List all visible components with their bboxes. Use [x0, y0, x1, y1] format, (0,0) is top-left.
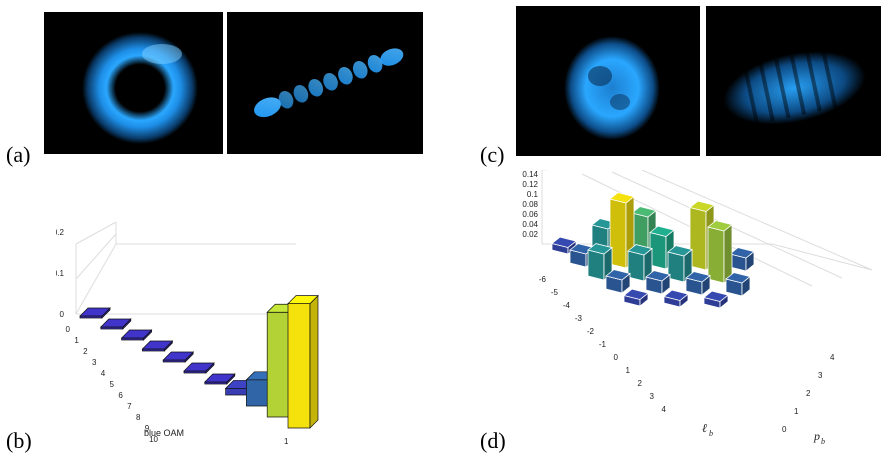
l-tick-label-d: 2 [638, 379, 643, 388]
panel-label-a: (a) [6, 142, 31, 167]
bar-d [725, 272, 751, 297]
grid-lines-b [75, 222, 296, 315]
l-tick-label-d: 1 [626, 366, 631, 375]
bar-d [707, 220, 733, 284]
donut-beam-image-a [44, 12, 223, 154]
bar-d [587, 243, 613, 281]
l-tick-label-d: -4 [563, 301, 571, 310]
fringe-beam-image-a [227, 12, 423, 154]
p-axis-label-d: p b [813, 429, 825, 446]
category-tick-label-b: 0 [66, 325, 71, 334]
x-axis-label-b: blue OAM [144, 428, 184, 438]
panel-label-b: (b) [6, 428, 32, 453]
z-tick-label-d: 0.04 [522, 220, 538, 229]
bar-b [79, 307, 111, 319]
secondary-tick-label-b: 1 [284, 437, 289, 446]
bar-d [729, 247, 755, 272]
category-tick-label-b: 6 [118, 391, 123, 400]
p-tick-label-d: 4 [830, 353, 835, 362]
p-tick-label-d: 3 [818, 371, 823, 380]
category-tick-label-b: 10 [149, 435, 158, 444]
panel-label-c: (c) [480, 142, 505, 167]
l-tick-label-d: -1 [599, 340, 607, 349]
bar-d [703, 290, 729, 309]
z-tick-label-d: 0.1 [527, 190, 539, 199]
l-tick-label-d: 0 [614, 353, 619, 362]
bar-d [605, 269, 631, 294]
bar-b [162, 351, 195, 363]
z-tick-label-b: 0 [60, 310, 65, 319]
category-tick-label-b: 3 [92, 358, 97, 367]
category-tick-label-b: 7 [127, 402, 132, 411]
bar-b [203, 373, 236, 385]
bar-d [685, 271, 711, 296]
category-tick-label-b: 2 [83, 347, 88, 356]
l-tick-label-d: -6 [539, 275, 547, 284]
svg-text:b: b [709, 429, 713, 438]
z-tick-label-d: 0.08 [522, 200, 538, 209]
fringe-beam-image-c [706, 6, 881, 156]
bar-d [645, 270, 671, 295]
svg-text:p: p [813, 429, 820, 443]
l-tick-label-d: -3 [575, 314, 583, 323]
category-tick-label-b: 4 [101, 369, 106, 378]
panel-label-d: (d) [480, 428, 506, 453]
z-tick-label-d: 0.14 [522, 170, 538, 179]
z-tick-label-b: 0.2 [56, 228, 65, 237]
category-tick-label-b: 9 [145, 424, 150, 433]
p-tick-label-d: 2 [806, 389, 811, 398]
svg-text:ℓ: ℓ [702, 421, 707, 435]
bar-d [663, 289, 689, 308]
z-tick-label-d: 0.06 [522, 210, 538, 219]
speckle-beam-image-c [516, 6, 700, 156]
bar-b [141, 340, 174, 352]
svg-text:b: b [821, 437, 825, 446]
bar-b [183, 362, 215, 374]
category-tick-label-b: 1 [74, 336, 79, 345]
p-tick-label-d: 1 [794, 407, 799, 416]
bar-d [623, 288, 649, 307]
l-tick-label-d: 3 [650, 392, 655, 401]
l-axis-label-d: ℓ b [702, 421, 713, 438]
bar-d [551, 236, 577, 255]
p-tick-label-d: 0 [782, 425, 787, 434]
bar-b [120, 329, 153, 341]
category-tick-label-b: 5 [110, 380, 115, 389]
category-tick-label-b: 8 [136, 413, 141, 422]
z-tick-label-d: 0.12 [522, 180, 538, 189]
bar-b [99, 318, 132, 330]
bar-b [287, 294, 319, 429]
radial-azimuthal-bar-chart-d: 0.020.040.060.080.10.120.14 -6 -5 -4 -3 -2 -1 0… [522, 170, 873, 446]
l-tick-label-d: 4 [662, 405, 667, 414]
z-tick-label-d: 0.02 [522, 230, 538, 239]
z-tick-label-b: 0.1 [56, 269, 65, 278]
l-tick-label-d: -2 [587, 327, 595, 336]
l-tick-label-d: -5 [551, 288, 559, 297]
